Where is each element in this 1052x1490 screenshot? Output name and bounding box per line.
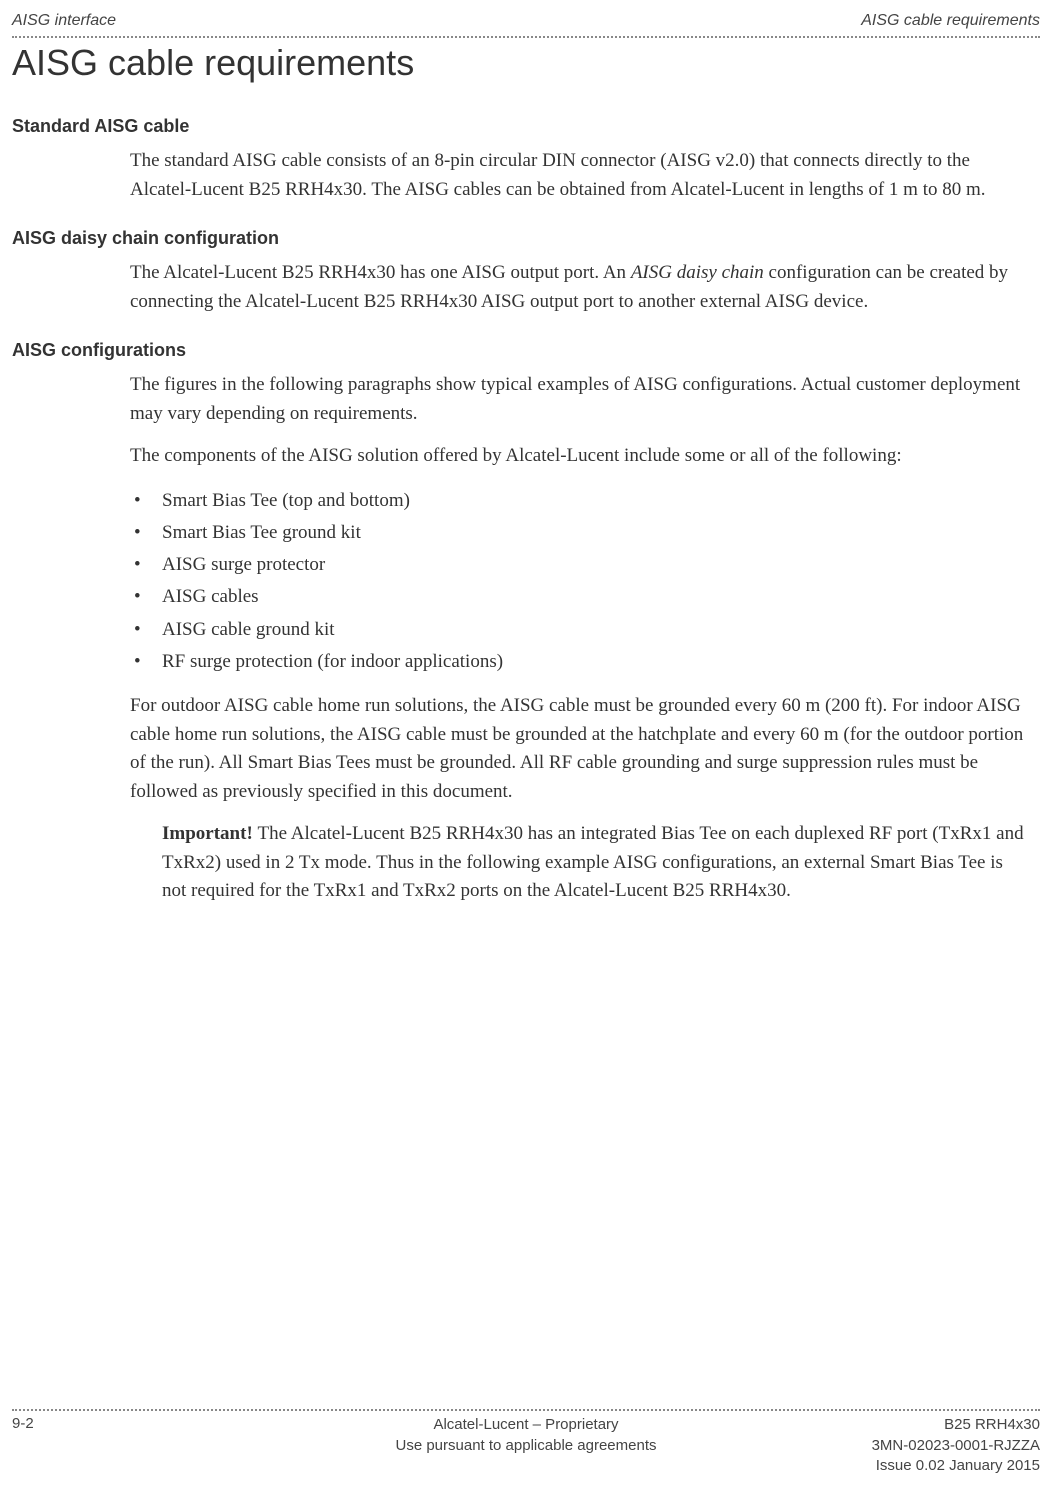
- footer-center: Alcatel-Lucent – Proprietary Use pursuan…: [269, 1415, 783, 1456]
- italic-text: AISG daisy chain: [631, 262, 764, 283]
- section-heading-standard: Standard AISG cable: [12, 116, 1040, 137]
- paragraph: The standard AISG cable consists of an 8…: [130, 147, 1028, 204]
- footer-docnum: 3MN-02023-0001-RJZZA: [783, 1436, 1040, 1456]
- section-heading-daisy: AISG daisy chain configuration: [12, 228, 1040, 249]
- paragraph: Important! The Alcatel-Lucent B25 RRH4x3…: [162, 820, 1028, 906]
- footer-page-number: 9-2: [12, 1415, 269, 1432]
- page-footer: 9-2 Alcatel-Lucent – Proprietary Use pur…: [0, 1409, 1052, 1490]
- footer-rule: [12, 1409, 1040, 1411]
- bullet-list: Smart Bias Tee (top and bottom) Smart Bi…: [130, 485, 1028, 679]
- section-body-configs: The figures in the following paragraphs …: [130, 371, 1028, 906]
- header-rule: [12, 36, 1040, 38]
- paragraph: The components of the AISG solution offe…: [130, 442, 1028, 471]
- section-body-daisy: The Alcatel-Lucent B25 RRH4x30 has one A…: [130, 259, 1028, 316]
- header-left: AISG interface: [12, 12, 116, 30]
- list-item: Smart Bias Tee (top and bottom): [130, 485, 1028, 517]
- page-title: AISG cable requirements: [12, 42, 1040, 84]
- list-item: AISG surge protector: [130, 549, 1028, 581]
- footer-issue: Issue 0.02 January 2015: [783, 1456, 1040, 1476]
- text-run: The Alcatel-Lucent B25 RRH4x30 has one A…: [130, 262, 631, 283]
- list-item: Smart Bias Tee ground kit: [130, 517, 1028, 549]
- list-item: AISG cables: [130, 581, 1028, 613]
- footer-proprietary: Alcatel-Lucent – Proprietary: [269, 1415, 783, 1435]
- list-item: AISG cable ground kit: [130, 614, 1028, 646]
- section-body-standard: The standard AISG cable consists of an 8…: [130, 147, 1028, 204]
- important-note: Important! The Alcatel-Lucent B25 RRH4x3…: [162, 820, 1028, 906]
- footer-product: B25 RRH4x30: [783, 1415, 1040, 1435]
- section-heading-configs: AISG configurations: [12, 340, 1040, 361]
- list-item: RF surge protection (for indoor applicat…: [130, 646, 1028, 678]
- important-label: Important!: [162, 823, 258, 844]
- paragraph: The Alcatel-Lucent B25 RRH4x30 has one A…: [130, 259, 1028, 316]
- important-text: The Alcatel-Lucent B25 RRH4x30 has an in…: [162, 823, 1024, 901]
- page-header: AISG interface AISG cable requirements: [12, 12, 1040, 30]
- header-right: AISG cable requirements: [861, 12, 1040, 30]
- paragraph: The figures in the following paragraphs …: [130, 371, 1028, 428]
- footer-usage: Use pursuant to applicable agreements: [269, 1436, 783, 1456]
- footer-right: B25 RRH4x30 3MN-02023-0001-RJZZA Issue 0…: [783, 1415, 1040, 1476]
- paragraph: For outdoor AISG cable home run solution…: [130, 692, 1028, 806]
